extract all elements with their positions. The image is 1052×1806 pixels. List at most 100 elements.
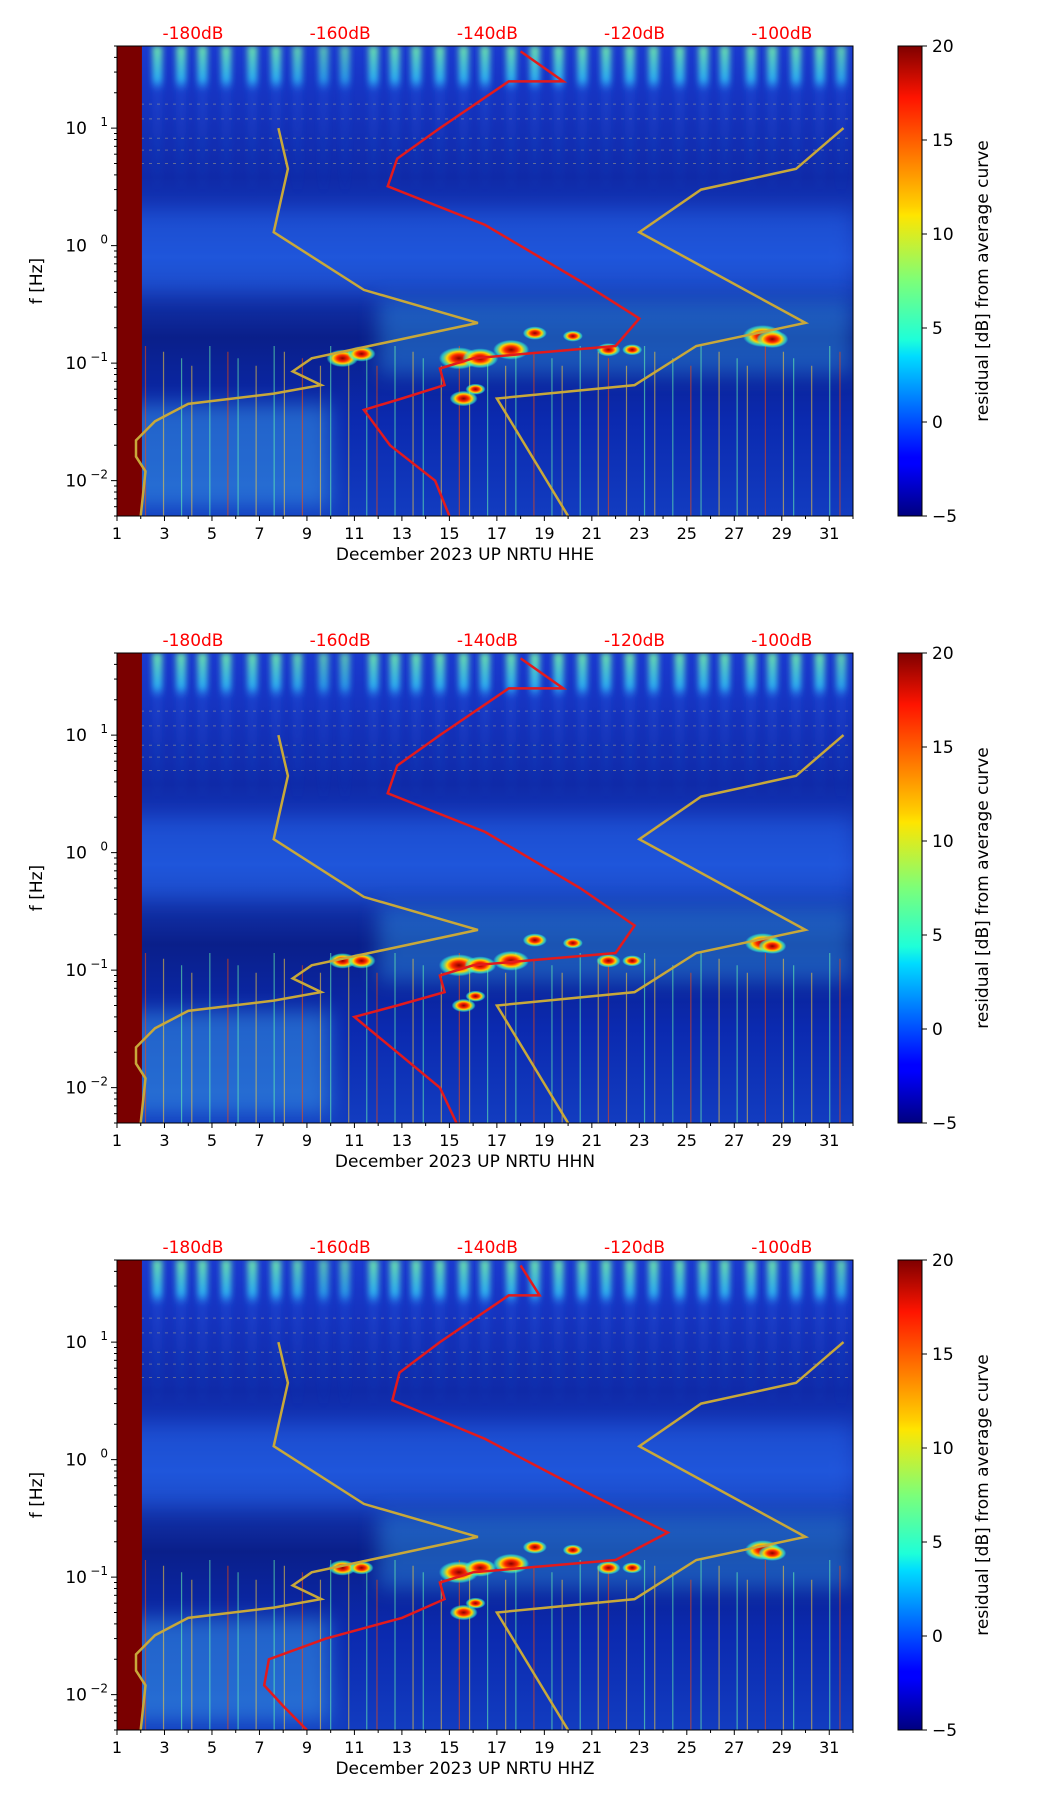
storm-hotspot	[596, 1561, 621, 1575]
daily-noise-streak	[247, 653, 258, 806]
storm-hotspot	[465, 383, 486, 395]
daily-noise-streak	[624, 46, 635, 199]
db-scale-label: -160dB	[310, 631, 371, 651]
daily-noise-streak	[719, 46, 730, 199]
daily-noise-streak	[674, 46, 685, 199]
colorbar-tick-label: −5	[932, 1721, 957, 1741]
storm-hotspot	[451, 998, 476, 1013]
y-tick-label: 10 0	[65, 1447, 108, 1471]
x-tick-label: 1	[112, 524, 122, 543]
daily-noise-streak	[836, 46, 847, 199]
colorbar-tick-label: 5	[932, 926, 943, 946]
daily-noise-streak	[601, 1260, 612, 1413]
long-period-band	[117, 1010, 331, 1114]
colorbar-tick-label: 0	[932, 413, 943, 433]
y-tick-label: 10 0	[65, 840, 108, 864]
daily-noise-streak	[814, 1260, 825, 1413]
daily-noise-streak	[434, 653, 445, 806]
daily-noise-streak	[458, 1260, 469, 1413]
colorbar-tick-label: 0	[932, 1627, 943, 1647]
colorbar-tick-label: 0	[932, 1020, 943, 1040]
daily-noise-streak	[836, 653, 847, 806]
storm-hotspot	[758, 938, 787, 954]
y-tick-label: 10 1	[65, 722, 108, 746]
daily-noise-streak	[674, 653, 685, 806]
storm-hotspot	[622, 955, 643, 967]
x-tick-label: 1	[112, 1738, 122, 1757]
x-tick-label: 29	[772, 1738, 792, 1757]
y-axis-label: f [Hz]	[27, 865, 47, 911]
daily-noise-streak	[506, 1260, 517, 1413]
colorbar-tick-label: 15	[932, 738, 954, 758]
daily-noise-streak	[745, 1260, 756, 1413]
colorbar-tick-label: 10	[932, 832, 954, 852]
x-tick-label: 27	[724, 1131, 744, 1150]
daily-noise-streak	[624, 653, 635, 806]
daily-noise-streak	[529, 46, 540, 199]
daily-noise-streak	[292, 46, 303, 199]
daily-noise-streak	[624, 1260, 635, 1413]
x-tick-label: 5	[207, 1131, 217, 1150]
daily-noise-streak	[745, 46, 756, 199]
x-tick-label: 13	[392, 524, 412, 543]
storm-hotspot	[596, 954, 621, 968]
storm-hotspot	[562, 1544, 583, 1556]
daily-noise-streak	[339, 46, 350, 199]
noise-model-high-curve	[494, 127, 845, 516]
daily-noise-streak	[458, 653, 469, 806]
daily-noise-streak	[529, 653, 540, 806]
daily-noise-streak	[814, 653, 825, 806]
x-tick-label: 3	[159, 1738, 169, 1757]
x-tick-label: 7	[254, 524, 264, 543]
x-tick-label: 13	[392, 1738, 412, 1757]
daily-noise-streak	[152, 46, 163, 199]
daily-noise-streak	[791, 653, 802, 806]
daily-noise-streak	[176, 1260, 187, 1413]
heatmap-area	[117, 653, 853, 1123]
x-tick-label: 27	[724, 524, 744, 543]
storm-hotspot	[522, 1540, 547, 1554]
daily-noise-streak	[197, 46, 208, 199]
db-scale-label: -120dB	[604, 631, 665, 651]
noise-model-high-curve	[494, 734, 845, 1123]
daily-noise-streak	[247, 46, 258, 199]
x-tick-label: 3	[159, 524, 169, 543]
y-axis-label: f [Hz]	[27, 258, 47, 304]
x-tick-label: 23	[629, 1738, 649, 1757]
daily-noise-streak	[368, 1260, 379, 1413]
daily-noise-streak	[698, 653, 709, 806]
x-tick-label: 9	[302, 1131, 312, 1150]
x-axis-label: December 2023 UP NRTU HHE	[336, 545, 594, 565]
y-tick-label: 10 −2	[65, 468, 108, 492]
daily-noise-streak	[271, 1260, 282, 1413]
x-tick-label: 1	[112, 1131, 122, 1150]
daily-noise-streak	[480, 653, 490, 806]
daily-noise-streak	[506, 653, 517, 806]
y-tick-label: 10 1	[65, 115, 108, 139]
daily-noise-streak	[389, 653, 400, 806]
daily-noise-streak	[458, 46, 469, 199]
daily-noise-streak	[318, 46, 329, 199]
db-scale-label: -180dB	[162, 24, 223, 44]
daily-noise-streak	[221, 46, 232, 199]
colorbar-gradient	[897, 652, 923, 1124]
colorbar-tick-label: −5	[932, 507, 957, 527]
daily-noise-streak	[339, 1260, 350, 1413]
long-period-band	[117, 1617, 331, 1721]
daily-noise-streak	[648, 1260, 659, 1413]
storm-hotspot	[522, 933, 547, 947]
db-scale-label: -100dB	[751, 1238, 812, 1258]
colorbar-tick-label: 5	[932, 1533, 943, 1553]
daily-noise-streak	[292, 653, 303, 806]
daily-noise-streak	[601, 46, 612, 199]
daily-noise-streak	[719, 1260, 730, 1413]
db-scale-label: -160dB	[310, 1238, 371, 1258]
x-tick-label: 7	[254, 1738, 264, 1757]
daily-noise-streak	[247, 1260, 258, 1413]
psd-median-curve	[262, 1264, 671, 1730]
colorbar-tick-label: 20	[932, 37, 954, 57]
colorbar-tick-label: 10	[932, 225, 954, 245]
colorbar-tick-label: 15	[932, 131, 954, 151]
